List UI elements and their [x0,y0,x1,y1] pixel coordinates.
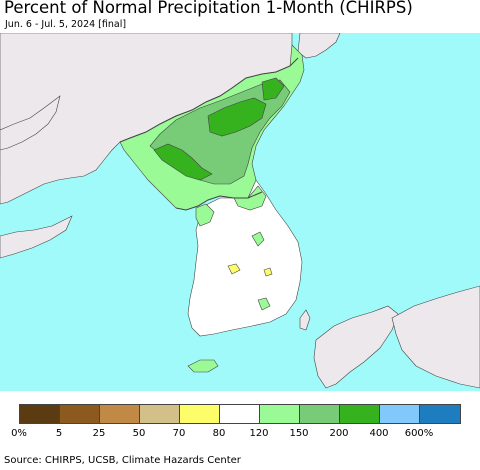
legend-swatch [340,405,380,423]
legend-tick-label: 25 [92,428,106,439]
precipitation-map [0,33,480,391]
dmz-border [175,191,263,211]
north-korea-wet-400-west [153,143,213,181]
legend-tick-label: 400 [369,428,389,439]
legend-swatch [180,405,220,423]
legend-tick-label: 600% [404,428,434,439]
jeju-island [187,359,219,373]
date-range-subtitle: Jun. 6 - Jul. 5, 2024 [final] [5,19,127,30]
legend-swatch [20,405,60,423]
south-korea-wet-northeast [233,185,267,211]
legend-tick-label: 5 [55,428,63,439]
shandong-peninsula [0,215,73,259]
south-korea-wet-east [251,231,265,247]
legend-swatch [140,405,180,423]
japan-honshu-land [391,285,480,389]
legend-tick-label: 0% [11,428,27,439]
north-korea-wet-400-center [207,97,267,137]
legend-tick-label: 80 [212,428,226,439]
legend-swatch [100,405,140,423]
south-korea-dry-spot-1 [227,263,241,275]
legend-tick-label: 70 [172,428,186,439]
legend-swatch [300,405,340,423]
legend-swatch [60,405,100,423]
legend-swatch [420,405,460,423]
japan-kyushu-land [313,305,399,389]
legend-tick-label: 200 [329,428,349,439]
south-korea-wet-south [257,297,271,311]
legend-tick-label: 50 [132,428,146,439]
source-credit: Source: CHIRPS, UCSB, Climate Hazards Ce… [4,455,241,466]
legend-swatch [260,405,300,423]
legend-tick-label: 150 [289,428,309,439]
north-korea-wet-400-north [261,77,285,101]
south-korea-dry-spot-2 [263,267,273,277]
south-korea-wet-northwest [195,203,215,227]
legend-tick-label: 120 [249,428,269,439]
china-north-korea-border [119,57,299,143]
map-title: Percent of Normal Precipitation 1-Month … [4,0,413,17]
liaodong-peninsula [0,95,61,151]
legend-color-bar [19,404,461,424]
legend-swatch [380,405,420,423]
tsushima-island [299,309,311,331]
legend-swatch [220,405,260,423]
legend-tick-labels: 0% 5 25 50 70 80 120 150 200 400 600% [0,428,480,442]
